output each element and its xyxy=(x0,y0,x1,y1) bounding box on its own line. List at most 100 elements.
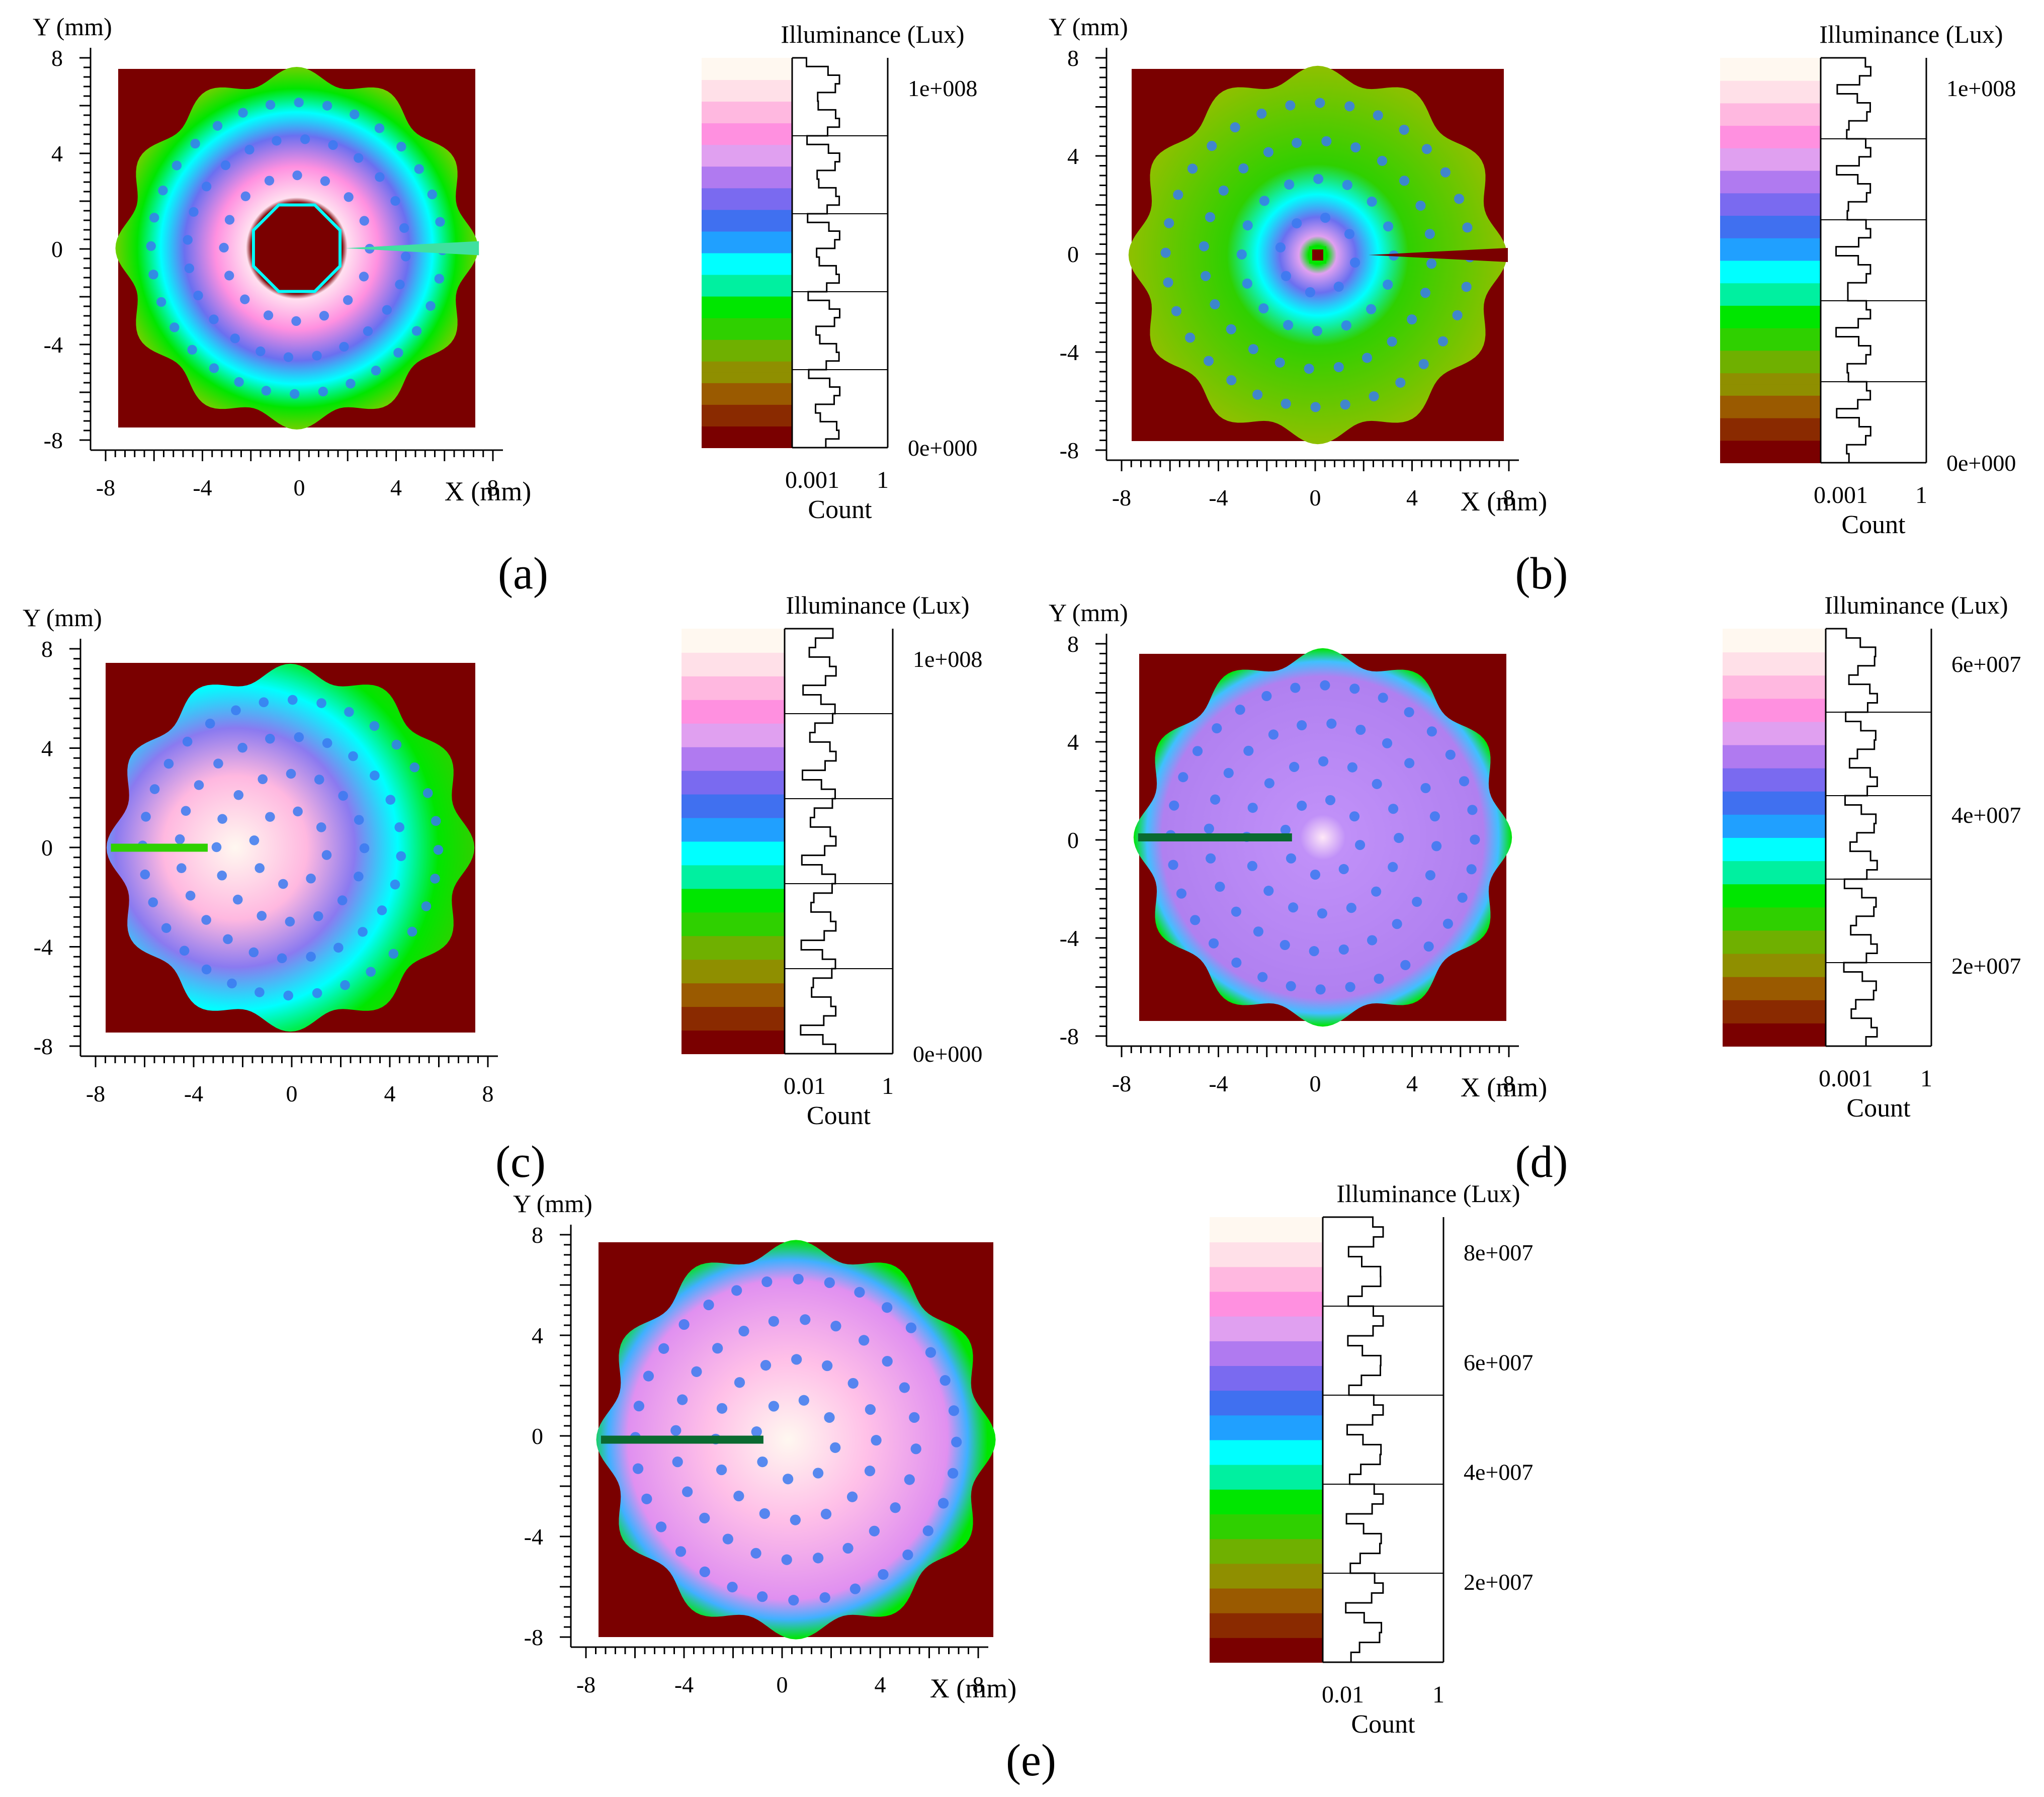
heatmap-dot xyxy=(1355,839,1366,850)
heatmap-dot xyxy=(272,136,282,146)
heatmap-dot xyxy=(761,1276,773,1288)
colorbar-band xyxy=(1720,417,1821,430)
colorbar-band xyxy=(682,983,785,995)
colorbar-band xyxy=(682,876,785,889)
heatmap-dot xyxy=(343,295,353,305)
heatmap-dot xyxy=(1423,941,1434,952)
y-tick-label: 0 xyxy=(1067,241,1079,267)
heatmap-dot xyxy=(1345,982,1355,992)
heatmap-dot xyxy=(830,1321,841,1332)
colorbar-band xyxy=(1210,1477,1323,1490)
colorbar-band xyxy=(1210,1390,1323,1403)
colorbar-band xyxy=(1210,1378,1323,1391)
heatmap-dot xyxy=(254,863,265,873)
colorbar-band xyxy=(702,274,792,286)
heatmap-dot xyxy=(938,1498,949,1509)
heatmap-dot xyxy=(395,279,405,290)
heatmap-dot xyxy=(1309,946,1319,957)
heatmap-dot xyxy=(1168,860,1178,870)
heatmap-dot xyxy=(1404,707,1414,718)
colorbar-band xyxy=(702,177,792,189)
heatmap-dot xyxy=(201,915,211,925)
heatmap-dot xyxy=(306,952,316,962)
colorbar-band xyxy=(1720,361,1821,374)
heatmap-blob xyxy=(1133,648,1512,1027)
colorbar-band xyxy=(1720,406,1821,418)
heatmap-dot xyxy=(220,160,231,170)
heatmap-dot xyxy=(1338,864,1349,875)
y-tick-label: 0 xyxy=(41,835,53,861)
heatmap-dot xyxy=(951,1436,962,1447)
heatmap-dot xyxy=(1395,377,1406,388)
colorbar-band xyxy=(682,806,785,818)
colorbar-tick-label: 1e+008 xyxy=(913,646,982,672)
heatmap-dot xyxy=(414,164,424,174)
x-tick-label: -4 xyxy=(193,475,212,500)
heatmap-dot xyxy=(399,223,409,233)
heatmap-dot xyxy=(1280,939,1290,951)
heatmap-dot xyxy=(1289,761,1300,772)
heatmap-dot xyxy=(699,1566,710,1577)
colorbar-band xyxy=(1720,316,1821,328)
colorbar-band xyxy=(1210,1575,1323,1589)
heatmap-dot xyxy=(344,192,354,202)
heatmap-dot xyxy=(1264,778,1274,789)
colorbar-band xyxy=(1210,1637,1323,1651)
heatmap-dot xyxy=(1349,811,1360,822)
heatmap-dot xyxy=(727,1581,738,1593)
colorbar-band xyxy=(1720,215,1821,227)
heatmap-dot xyxy=(1207,140,1217,151)
colorbar-band xyxy=(702,209,792,221)
count-tick-label: 0.001 xyxy=(1819,1065,1873,1092)
heatmap-dot xyxy=(1367,935,1378,946)
heatmap-dot xyxy=(1425,870,1436,881)
heatmap-dot xyxy=(1346,903,1356,913)
heatmap-dot xyxy=(677,1394,688,1405)
heatmap-dot xyxy=(265,100,276,110)
heatmap-dot xyxy=(358,927,368,937)
heatmap-dot xyxy=(1230,122,1240,133)
heatmap-dot xyxy=(201,182,212,192)
colorbar-band xyxy=(1210,1316,1323,1329)
heatmap-dot xyxy=(1259,196,1269,206)
heatmap-dot xyxy=(1399,176,1410,186)
heatmap-dot xyxy=(183,235,193,245)
count-axis-title: Count xyxy=(807,1101,871,1130)
x-tick-label: 0 xyxy=(286,1081,298,1106)
colorbar-title: Illuminance (Lux) xyxy=(786,591,969,619)
heatmap-dot xyxy=(348,751,358,761)
heatmap-dot xyxy=(905,1322,917,1333)
heatmap-dot xyxy=(1437,336,1449,347)
colorbar-band xyxy=(702,231,792,242)
heatmap-dot xyxy=(1321,136,1332,146)
heatmap-dot xyxy=(283,352,294,362)
colorbar-band xyxy=(1210,1464,1323,1478)
y-tick-label: -4 xyxy=(44,332,63,358)
heatmap-dot xyxy=(238,108,248,118)
colorbar-band xyxy=(1720,136,1821,148)
heatmap-dot xyxy=(1281,398,1291,409)
colorbar-band xyxy=(1210,1229,1323,1243)
count-axis-title: Count xyxy=(1841,510,1906,539)
heatmap-dot xyxy=(1349,683,1360,694)
heatmap-dot xyxy=(691,1366,702,1377)
colorbar-band xyxy=(1723,918,1826,931)
colorbar-band xyxy=(1720,92,1821,104)
heatmap-center-spot xyxy=(1309,246,1326,264)
heatmap-dot xyxy=(141,812,151,822)
heatmap-dot xyxy=(187,345,197,355)
colorbar-band xyxy=(1723,652,1826,664)
colorbar-band xyxy=(702,350,792,362)
heatmap-dot xyxy=(193,290,203,301)
x-tick-label: 8 xyxy=(1503,485,1515,510)
heatmap-dot xyxy=(231,705,241,716)
heatmap-dot xyxy=(712,1343,723,1354)
colorbar-band xyxy=(682,817,785,830)
colorbar-band xyxy=(1723,710,1826,722)
histogram-outline xyxy=(1323,1216,1384,1663)
heatmap-dot xyxy=(1176,888,1187,899)
heatmap-dot xyxy=(1288,902,1299,913)
heatmap-dot xyxy=(1313,174,1324,184)
colorbar-band xyxy=(1210,1501,1323,1514)
panel-label: (a) xyxy=(498,549,548,598)
